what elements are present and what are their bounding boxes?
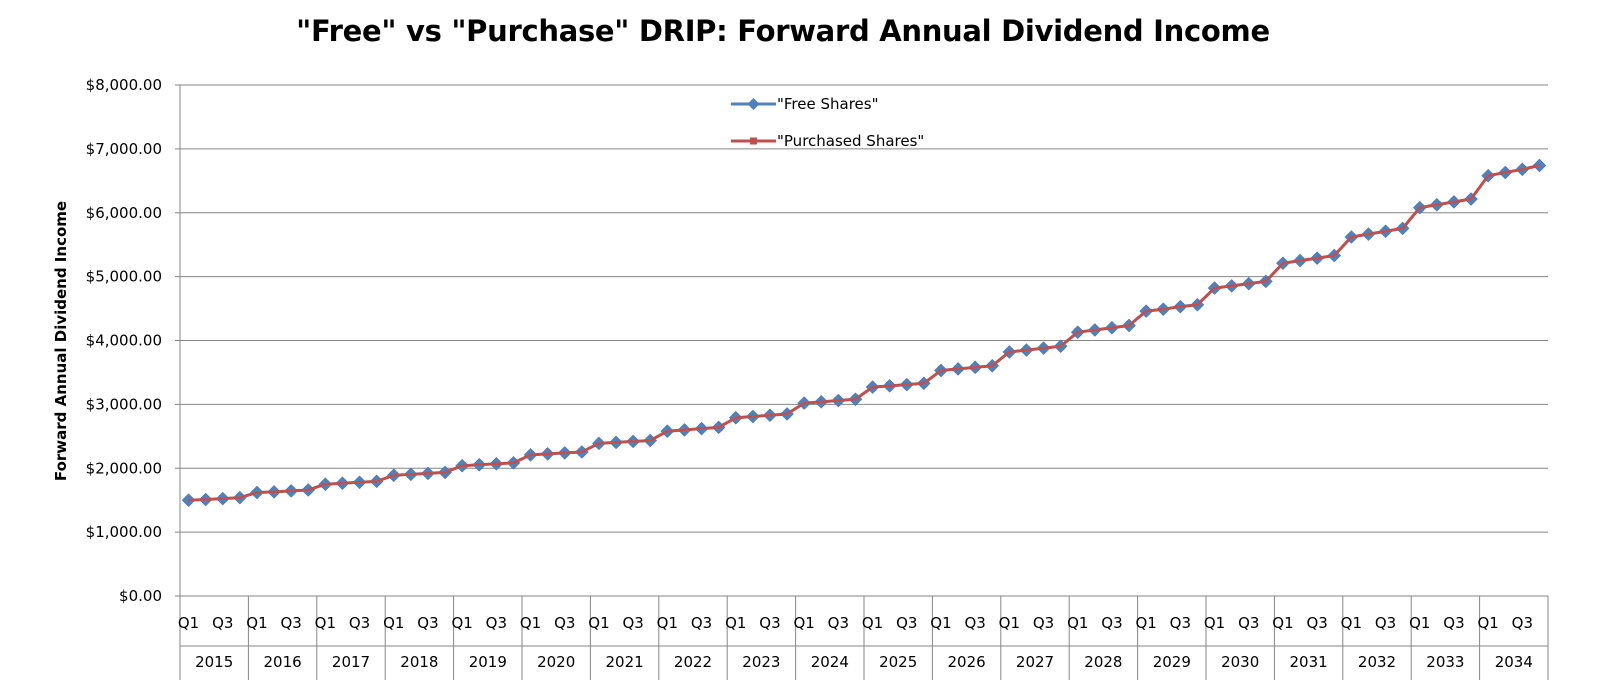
year-tick-label: 2031 <box>1290 653 1328 671</box>
quarter-tick-label: Q3 <box>828 614 849 632</box>
y-tick-label: $4,000.00 <box>86 332 162 350</box>
year-tick-label: 2030 <box>1221 653 1259 671</box>
year-tick-label: 2019 <box>469 653 507 671</box>
quarter-tick-label: Q1 <box>793 614 814 632</box>
data-point-free-shares <box>181 493 196 508</box>
quarter-tick-label: Q1 <box>725 614 746 632</box>
quarter-tick-label: Q3 <box>1512 614 1533 632</box>
quarter-tick-label: Q3 <box>691 614 712 632</box>
legend-purchased-label: "Purchased Shares" <box>777 132 924 150</box>
legend-purchased-marker <box>750 137 757 145</box>
quarter-tick-label: Q3 <box>349 614 370 632</box>
year-tick-label: 2023 <box>742 653 780 671</box>
year-tick-label: 2024 <box>811 653 849 671</box>
quarter-tick-label: Q1 <box>930 614 951 632</box>
year-tick-label: 2018 <box>400 653 438 671</box>
quarter-tick-label: Q1 <box>657 614 678 632</box>
quarter-tick-label: Q1 <box>1135 614 1156 632</box>
quarter-tick-label: Q3 <box>759 614 780 632</box>
year-tick-label: 2026 <box>948 653 986 671</box>
year-tick-label: 2034 <box>1495 653 1533 671</box>
quarter-tick-label: Q3 <box>1033 614 1054 632</box>
quarter-tick-label: Q1 <box>520 614 541 632</box>
data-point-free-shares <box>1532 158 1547 173</box>
year-tick-label: 2033 <box>1426 653 1464 671</box>
year-tick-label: 2021 <box>606 653 644 671</box>
year-tick-label: 2016 <box>264 653 302 671</box>
year-tick-label: 2027 <box>1016 653 1054 671</box>
quarter-tick-label: Q1 <box>588 614 609 632</box>
quarter-tick-label: Q1 <box>383 614 404 632</box>
quarter-tick-label: Q3 <box>212 614 233 632</box>
quarter-tick-label: Q1 <box>1341 614 1362 632</box>
series-line-purchased-shares-overlay <box>188 164 1540 502</box>
quarter-tick-label: Q3 <box>1443 614 1464 632</box>
y-axis: $0.00 $1,000.00 $2,000.00 $3,000.00 $4,000.0… <box>86 76 181 605</box>
legend-free-marker <box>747 98 760 110</box>
quarter-tick-label: Q3 <box>1306 614 1327 632</box>
quarter-tick-label: Q3 <box>486 614 507 632</box>
quarter-tick-label: Q1 <box>178 614 199 632</box>
quarter-tick-label: Q3 <box>1238 614 1259 632</box>
year-tick-label: 2020 <box>537 653 575 671</box>
quarter-tick-label: Q1 <box>1272 614 1293 632</box>
y-tick-label: $6,000.00 <box>86 204 162 222</box>
legend-free-label: "Free Shares" <box>777 95 879 113</box>
quarter-tick-label: Q1 <box>451 614 472 632</box>
y-axis-label: Forward Annual Dividend Income <box>52 201 70 481</box>
year-tick-label: 2022 <box>674 653 712 671</box>
year-tick-label: 2015 <box>195 653 233 671</box>
y-tick-label: $7,000.00 <box>86 140 162 158</box>
quarter-tick-label: Q1 <box>1477 614 1498 632</box>
quarter-tick-label: Q1 <box>246 614 267 632</box>
quarter-tick-label: Q3 <box>554 614 575 632</box>
quarter-tick-label: Q1 <box>999 614 1020 632</box>
legend: "Free Shares" "Purchased Shares" <box>731 95 924 150</box>
x-axis: Q1 Q3 2015 Q1 Q3 2016 Q1 Q3 2017 Q1 Q3 2018 Q1 Q3 2019… <box>178 595 1549 680</box>
year-tick-label: 2028 <box>1084 653 1122 671</box>
gridlines <box>180 84 1548 597</box>
y-tick-label: $2,000.00 <box>86 459 162 477</box>
y-tick-label: $8,000.00 <box>86 76 162 94</box>
y-tick-label: $1,000.00 <box>86 523 162 541</box>
quarter-tick-label: Q3 <box>622 614 643 632</box>
quarter-tick-label: Q3 <box>417 614 438 632</box>
year-tick-label: 2017 <box>332 653 370 671</box>
series-line-purchased-shares <box>188 164 1540 502</box>
quarter-tick-label: Q1 <box>862 614 883 632</box>
quarter-tick-label: Q3 <box>896 614 917 632</box>
quarter-tick-label: Q1 <box>1409 614 1430 632</box>
year-tick-label: 2032 <box>1358 653 1396 671</box>
quarter-tick-label: Q3 <box>1375 614 1396 632</box>
quarter-tick-label: Q1 <box>315 614 336 632</box>
quarter-tick-label: Q1 <box>1067 614 1088 632</box>
quarter-tick-label: Q3 <box>1170 614 1191 632</box>
year-tick-label: 2025 <box>879 653 917 671</box>
y-tick-label: $0.00 <box>119 587 162 605</box>
quarter-tick-label: Q3 <box>280 614 301 632</box>
quarter-tick-label: Q1 <box>1204 614 1225 632</box>
year-tick-label: 2029 <box>1153 653 1191 671</box>
y-tick-label: $3,000.00 <box>86 395 162 413</box>
series-layer <box>181 158 1547 508</box>
chart-title: "Free" vs "Purchase" DRIP: Forward Annua… <box>296 14 1270 48</box>
quarter-tick-label: Q3 <box>964 614 985 632</box>
y-tick-label: $5,000.00 <box>86 268 162 286</box>
quarter-tick-label: Q3 <box>1101 614 1122 632</box>
